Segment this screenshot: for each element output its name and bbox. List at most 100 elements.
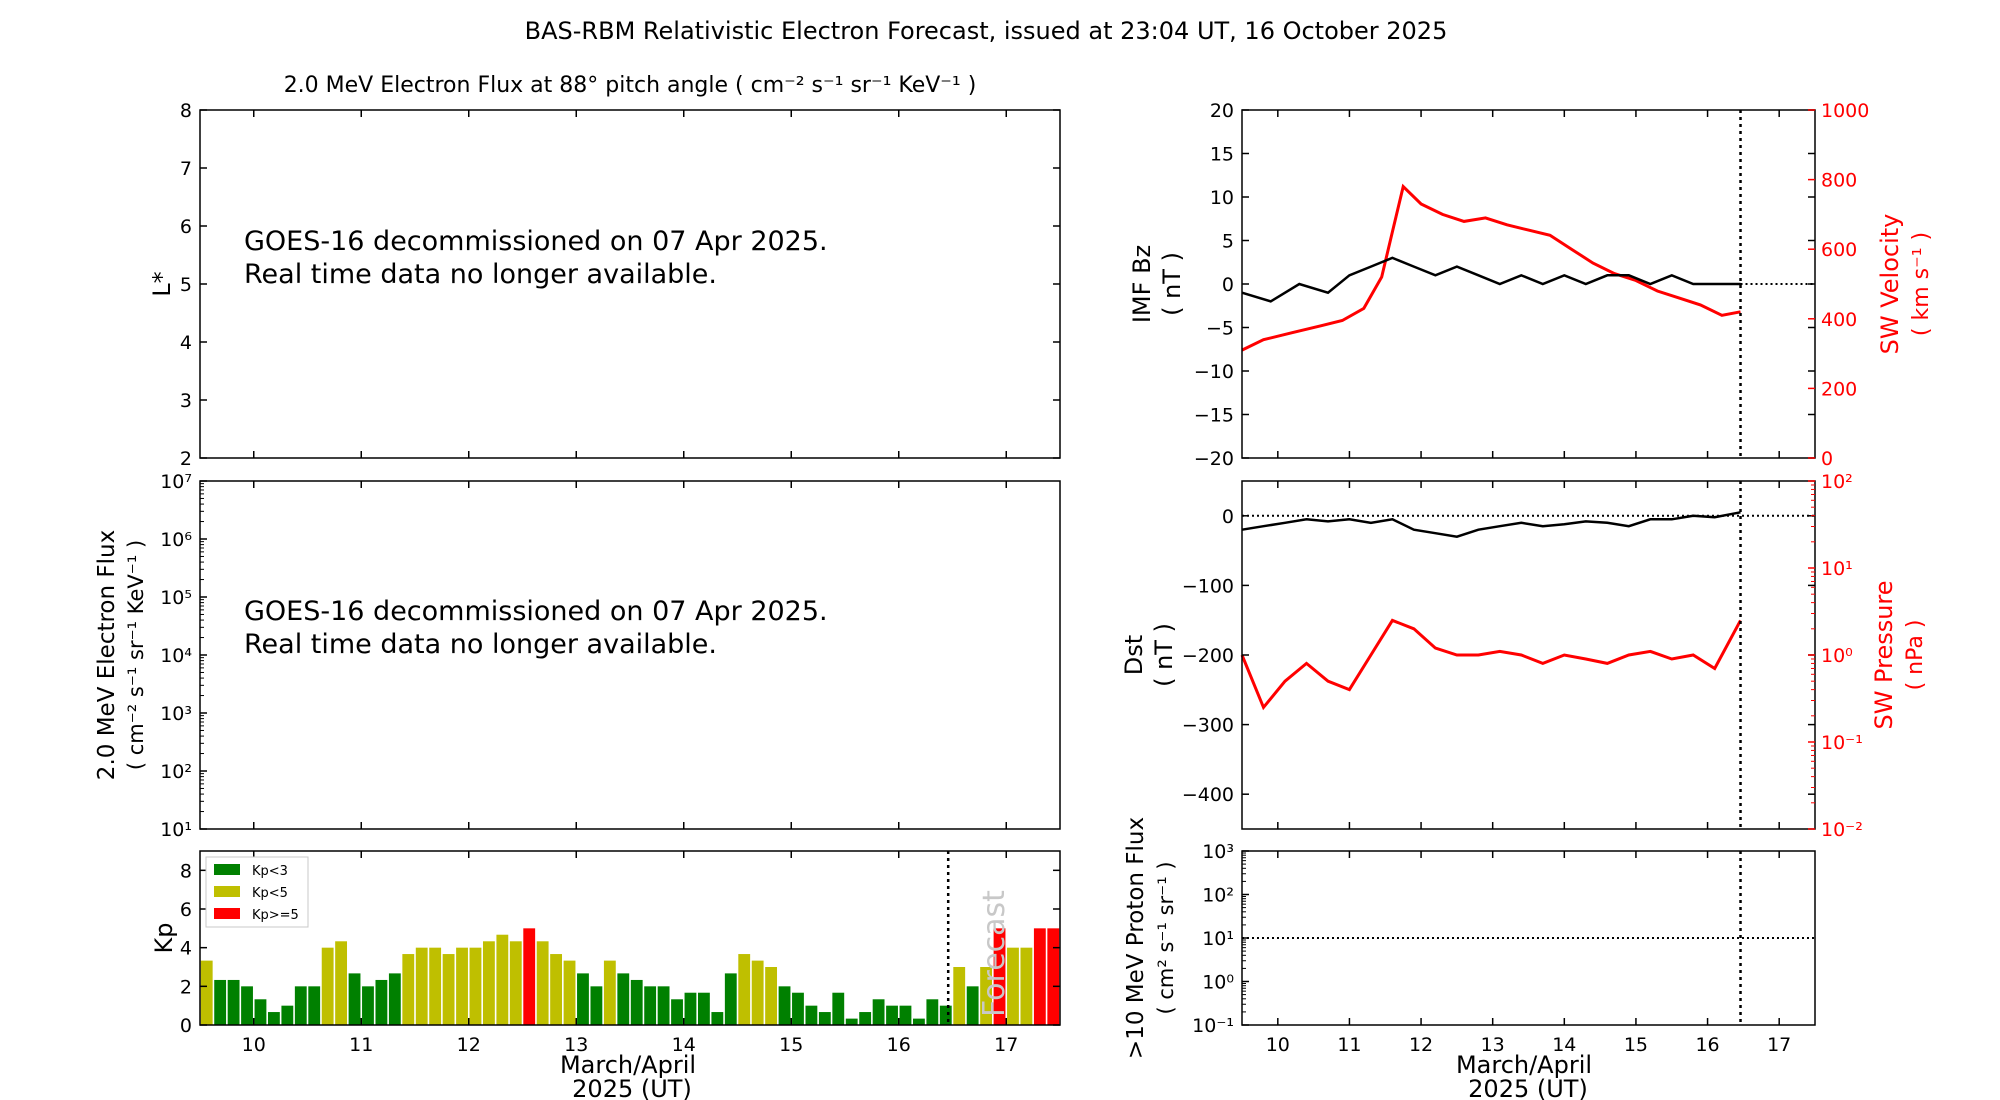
kp-bar [886,1005,898,1025]
kp-y-tick-label: 4 [180,938,192,960]
kp-bar [778,986,791,1025]
proton-x-tick-label: 11 [1337,1034,1361,1056]
proton-y-tick-label: 10³ [1202,841,1234,863]
kp-bar [590,986,603,1025]
kp-bar [402,954,415,1025]
kp-bars [200,928,1060,1025]
dst-y-tick-label: −300 [1182,715,1234,737]
kp-y-axis: 0 2 4 6 8 [180,860,1060,1037]
kp-panel: Forecast 0 2 4 6 8 10 11 12 13 14 15 16 17 Kp March… [150,850,1061,1100]
kp-bar [294,986,307,1025]
bz-y-tick-label: −15 [1194,405,1234,427]
bz-x-axis [1277,110,1780,458]
flux-ylabel-line-1: 2.0 MeV Electron Flux [94,530,120,780]
kp-bar [966,986,979,1025]
kp-bar [348,973,361,1025]
kp-plot-area [199,850,1061,1026]
kp-bar [818,1012,831,1025]
kp-bar [509,941,522,1025]
proton-y-axis: 10⁻¹ 10⁰ 10¹ 10² 10³ [1192,841,1249,1037]
kp-bar [482,941,495,1025]
kp-bar [738,954,751,1025]
flux-panel: 10¹ 10² 10³ 10⁴ 10⁵ 10⁶ 10⁷ 2.0 MeV Electron F… [94,471,1061,841]
kp-x-tick-label: 12 [457,1034,481,1056]
dst-y2-tick-label: 10¹ [1821,558,1853,580]
kp-bar [308,986,321,1025]
dst-ylabel-line-2: ( nT ) [1150,623,1178,687]
kp-bar [254,999,267,1025]
kp-bar [751,960,764,1025]
lstar-y-tick-label: 8 [180,100,192,122]
flux-y-tick-label: 10⁴ [160,645,192,667]
kp-bar [603,960,616,1025]
bz-y2-tick-label: 400 [1821,309,1857,331]
kp-bar [926,999,939,1025]
imf-bz-line [1241,256,1741,303]
proton-xlabel-line-2: 2025 (UT) [1468,1075,1588,1100]
flux-y-tick-label: 10⁵ [160,587,192,609]
bz-y2-tick-label: 800 [1821,170,1857,192]
flux-message-line-2: Real time data no longer available. [244,629,717,660]
dst-plot-area [1241,480,1816,830]
bz-y2label-line-2: ( km s⁻¹ ) [1909,232,1934,336]
kp-bar [388,973,401,1025]
proton-panel: 10⁻¹ 10⁰ 10¹ 10² 10³ 10 11 12 13 14 15 16 17 >10 Me… [1123,817,1816,1100]
kp-bar [442,954,455,1025]
lstar-y-tick-label: 7 [180,158,192,180]
kp-bar [362,986,374,1025]
proton-x-tick-label: 16 [1695,1034,1719,1056]
kp-x-tick-label: 11 [349,1034,373,1056]
flux-message-line-1: GOES-16 decommissioned on 07 Apr 2025. [244,596,828,627]
lstar-y-tick-label: 5 [180,274,192,296]
kp-bar [697,992,710,1025]
kp-bar [214,979,227,1025]
bz-ylabel-line-2: ( nT ) [1158,252,1186,316]
flux-ylabel-line-2: ( cm⁻² s⁻¹ sr⁻¹ KeV⁻¹ ) [124,540,148,770]
bz-y-tick-label: 0 [1222,274,1234,296]
bz-y-tick-label: −5 [1206,318,1234,340]
kp-bar [415,947,428,1025]
dst-y2label-line-2: ( nPa ) [1903,620,1928,691]
kp-bar [657,986,670,1025]
dst-y2-tick-label: 10⁻¹ [1821,732,1863,754]
kp-legend-swatch-low [214,864,240,875]
proton-x-tick-label: 17 [1767,1034,1791,1056]
flux-y-tick-label: 10³ [160,703,192,725]
dst-line [1241,511,1741,538]
kp-bar [684,992,697,1025]
bz-y-axis: −20 −15 −10 −5 0 5 10 15 20 [1194,100,1815,470]
flux-y-tick-label: 10¹ [160,819,192,841]
lstar-panel: 2.0 MeV Electron Flux at 88° pitch angle… [148,73,1061,470]
kp-forecast-label: Forecast [977,890,1012,1017]
kp-bar [912,1018,925,1025]
flux-y-axis: 10¹ 10² 10³ 10⁴ 10⁵ 10⁶ 10⁷ [160,471,207,841]
flux-y-tick-label: 10² [160,761,192,783]
figure-title: BAS-RBM Relativistic Electron Forecast, … [525,17,1448,45]
dst-ylabel-line-1: Dst [1120,635,1148,675]
flux-x-axis [253,481,1007,829]
kp-bar [550,954,563,1025]
kp-bar [281,1005,294,1025]
lstar-y-tick-label: 2 [180,448,192,470]
kp-bar [792,992,804,1025]
kp-x-axis: 10 11 12 13 14 15 16 17 [242,851,1018,1056]
bz-panel: −20 −15 −10 −5 0 5 10 15 20 0 200 400 600 800 1000 IM… [1128,100,1934,470]
bz-y-tick-label: 15 [1210,144,1234,166]
proton-y-tick-label: 10⁻¹ [1192,1015,1234,1037]
lstar-y-tick-label: 4 [180,332,192,354]
kp-bar [724,973,737,1025]
kp-bar [469,947,482,1025]
bz-y-tick-label: 20 [1210,100,1234,122]
kp-bar [1007,947,1019,1025]
bz-y2-tick-label: 0 [1821,448,1833,470]
kp-bar [267,1012,280,1025]
bz-y-tick-label: 5 [1222,231,1234,253]
dst-y-tick-label: −400 [1182,784,1234,806]
dst-y-tick-label: −200 [1182,645,1234,667]
proton-x-tick-label: 13 [1481,1034,1505,1056]
bz-y2-tick-label: 200 [1821,378,1857,400]
proton-x-tick-label: 12 [1409,1034,1433,1056]
kp-bar [536,941,549,1025]
proton-series [1242,851,1815,1025]
kp-bar [375,979,388,1025]
